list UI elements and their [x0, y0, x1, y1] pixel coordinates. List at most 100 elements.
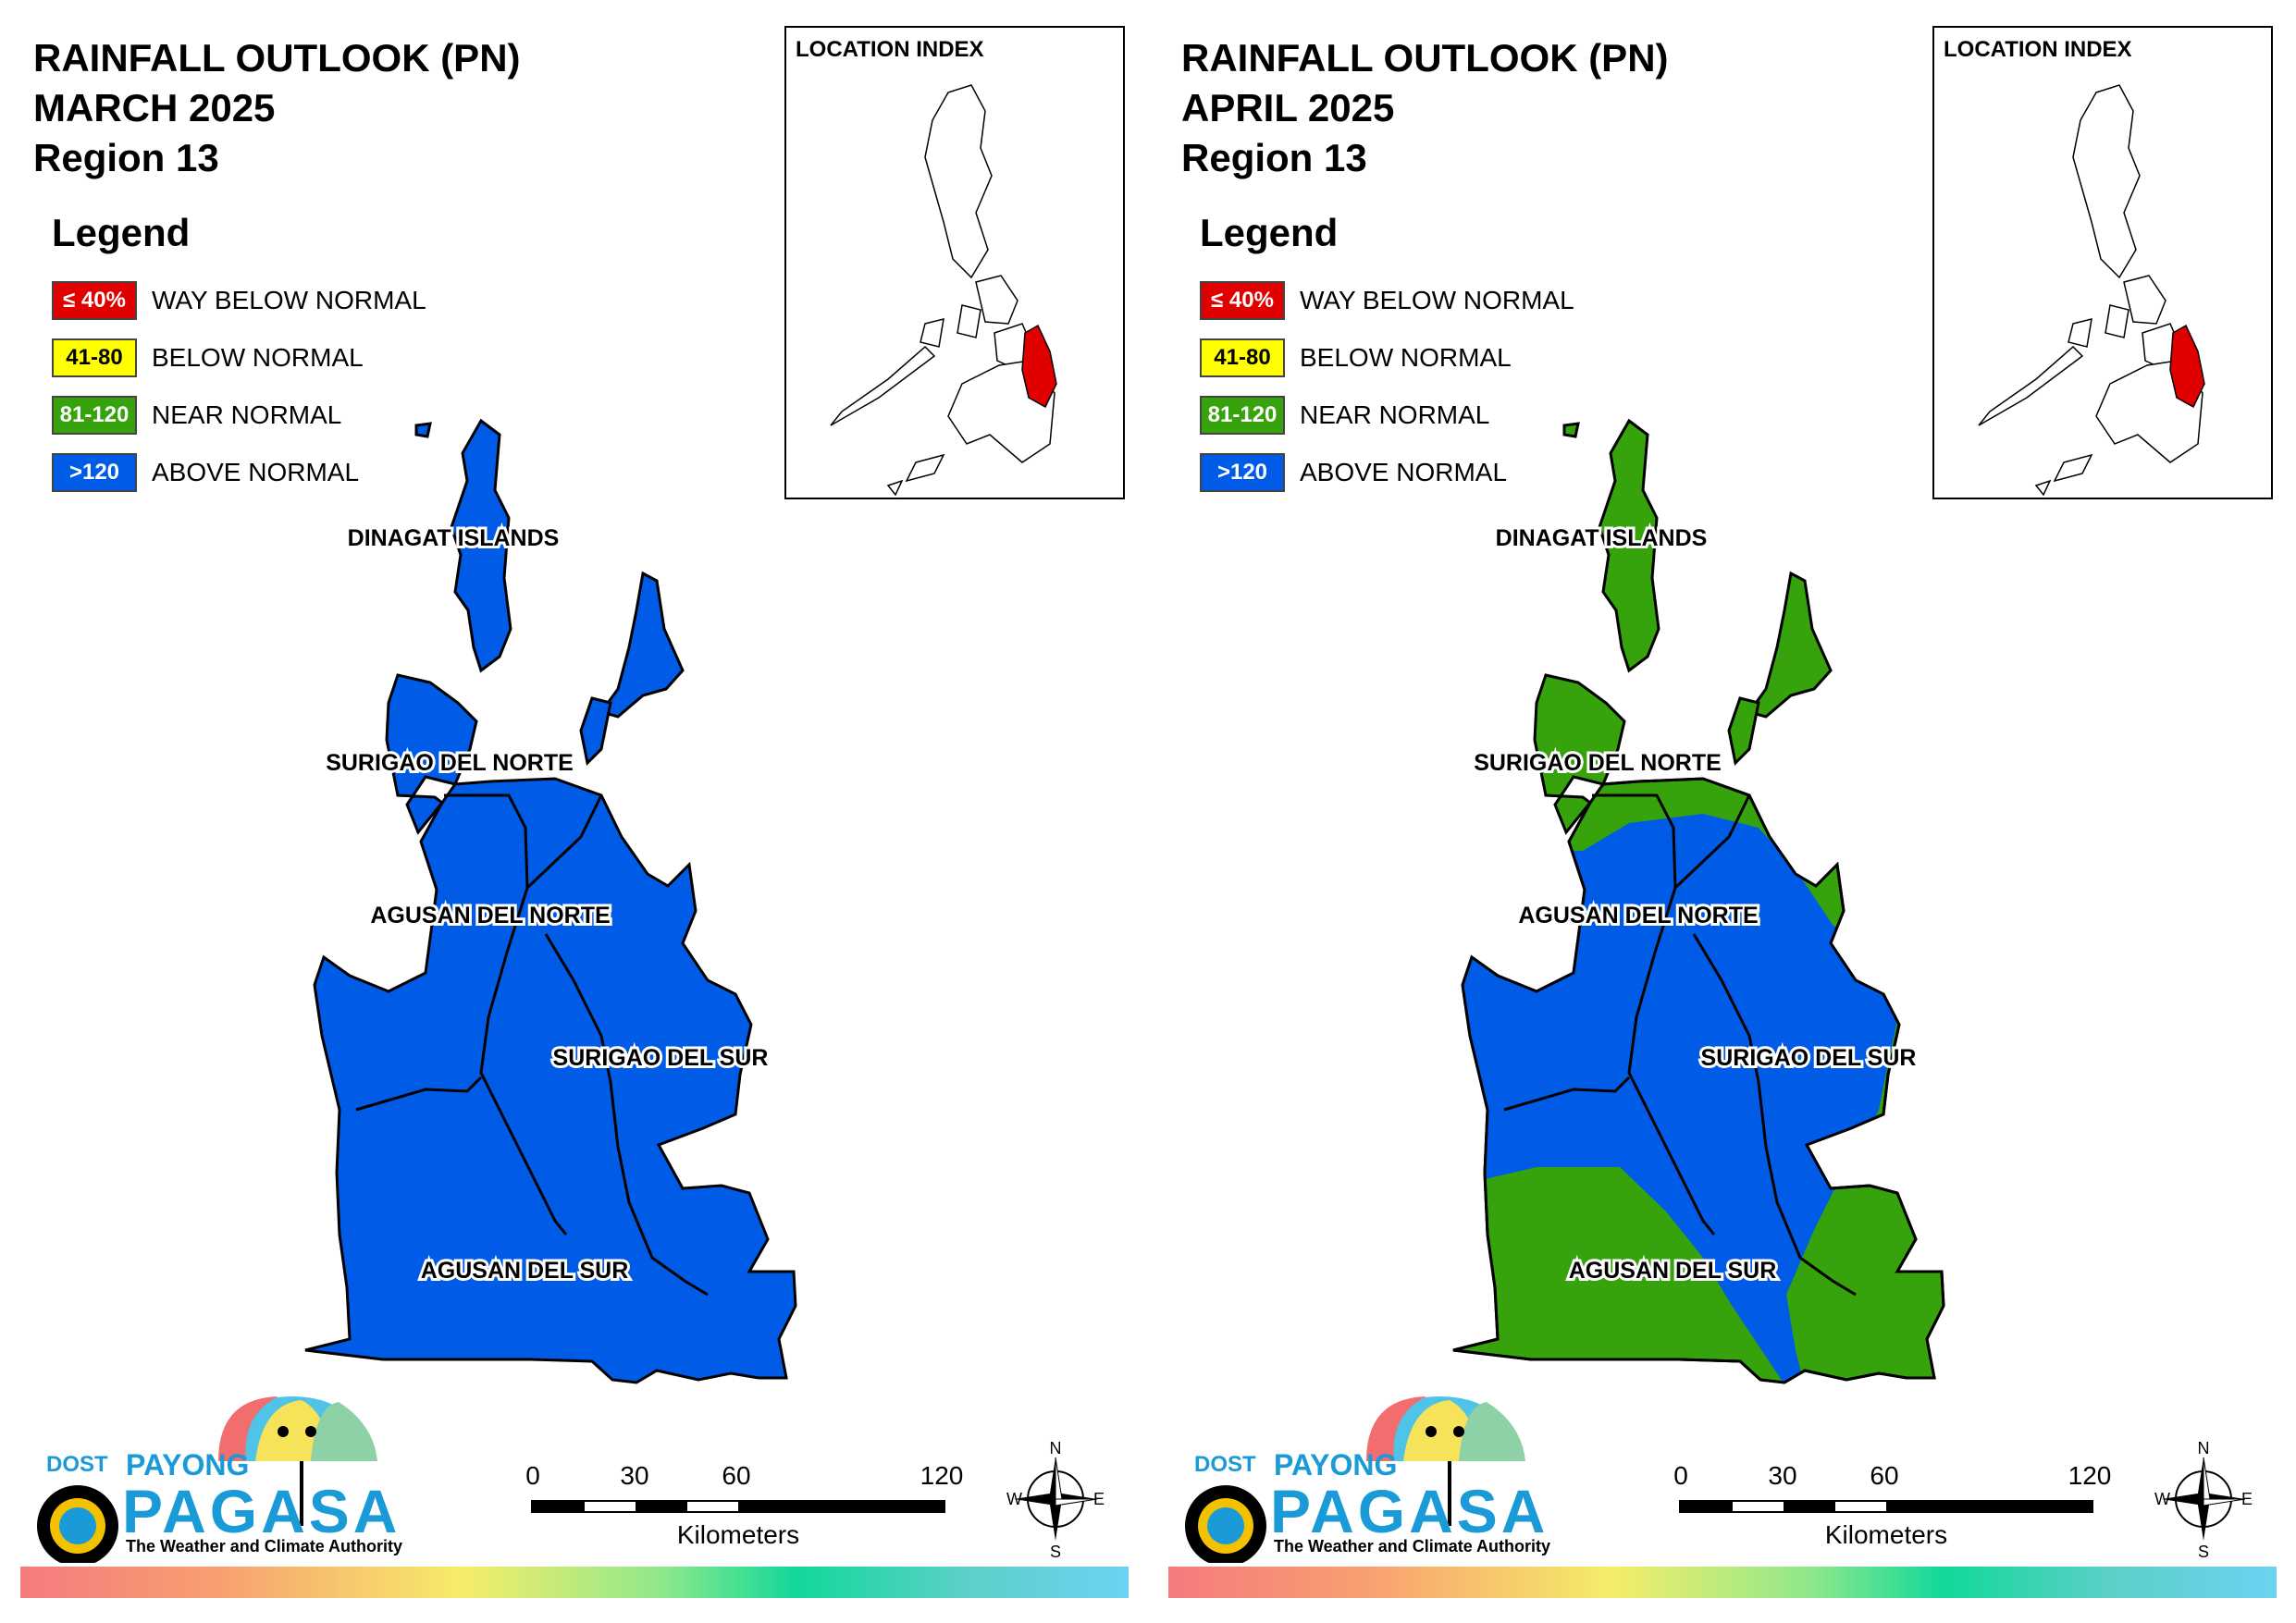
- scale-tick: 30: [1768, 1461, 1797, 1490]
- label-surigao-del-sur: SURIGAO DEL SUR: [553, 1045, 769, 1071]
- title-line-2: APRIL 2025: [1181, 86, 1395, 129]
- legend-swatch: >120: [1200, 453, 1285, 492]
- scale-tick: 120: [920, 1461, 964, 1490]
- compass-s: S: [1050, 1543, 1061, 1559]
- panel-march: RAINFALL OUTLOOK (PN) MARCH 2025 Region …: [20, 26, 1129, 1598]
- legend-label: ABOVE NORMAL: [1300, 458, 1508, 486]
- legend-label: WAY BELOW NORMAL: [1300, 286, 1574, 314]
- scale-tick: 120: [2068, 1461, 2112, 1490]
- province-boundary: [444, 793, 529, 889]
- umbrella-icon: [37, 1396, 377, 1563]
- dinagat-islands-shape: [1598, 418, 1660, 673]
- location-index-title: LOCATION INDEX: [796, 37, 984, 62]
- color-strip: [20, 1567, 1129, 1598]
- legend-item-above: >120 ABOVE NORMAL: [1200, 444, 1574, 501]
- bucas-grande-shape: [1727, 696, 1760, 767]
- province-boundary: [1503, 1076, 1631, 1112]
- label-surigao-del-sur: SURIGAO DEL SUR: [1701, 1045, 1917, 1071]
- title-line-3: Region 13: [33, 136, 219, 179]
- scale-bar-graphic: [1679, 1500, 2093, 1513]
- legend-swatch: 81-120: [52, 396, 137, 435]
- surigao-norte-mainland-shape: [385, 673, 478, 835]
- province-labels: DINAGAT ISLANDS SURIGAO DEL NORTE AGUSAN…: [1471, 523, 1919, 1286]
- label-agusan-del-sur: AGUSAN DEL SUR: [1569, 1258, 1777, 1284]
- label-surigao-del-norte: SURIGAO DEL NORTE: [326, 750, 574, 776]
- label-surigao-del-norte: SURIGAO DEL NORTE: [1474, 750, 1722, 776]
- compass-e: E: [1093, 1490, 1105, 1508]
- compass-rose-icon: N S E W: [1005, 1439, 1106, 1561]
- province-boundary: [1673, 794, 1751, 890]
- dinagat-small-island: [414, 422, 432, 438]
- logo-dost: DOST: [46, 1452, 108, 1477]
- province-boundary: [355, 1076, 483, 1112]
- label-dinagat-islands: DINAGAT ISLANDS: [348, 525, 560, 551]
- legend: Legend ≤ 40% WAY BELOW NORMAL 41-80 BELO…: [52, 211, 426, 501]
- philippines-outline-icon: [1978, 84, 2205, 497]
- legend-swatch: 41-80: [1200, 338, 1285, 377]
- logo-pagasa: PAGASA: [122, 1477, 401, 1545]
- province-boundary: [544, 933, 709, 1297]
- label-agusan-del-norte: AGUSAN DEL NORTE: [1518, 903, 1758, 928]
- legend-label: NEAR NORMAL: [1300, 400, 1490, 429]
- scale-bar: 0 30 60 120 Kilometers: [524, 1461, 968, 1549]
- logo-tagline: The Weather and Climate Authority: [126, 1537, 403, 1555]
- legend-swatch: >120: [52, 453, 137, 492]
- scale-tick: 0: [1673, 1461, 1688, 1490]
- compass-s: S: [2198, 1543, 2209, 1559]
- title-line-2: MARCH 2025: [33, 86, 276, 129]
- compass-n: N: [1050, 1439, 1062, 1457]
- compass-e: E: [2241, 1490, 2253, 1508]
- legend-item-below: 41-80 BELOW NORMAL: [1200, 329, 1574, 387]
- umbrella-icon: [1185, 1396, 1525, 1563]
- legend-item-way-below: ≤ 40% WAY BELOW NORMAL: [1200, 272, 1574, 329]
- region-13-map: DINAGAT ISLANDS SURIGAO DEL NORTE AGUSAN…: [1452, 418, 1945, 1384]
- legend-item-near: 81-120 NEAR NORMAL: [1200, 387, 1574, 444]
- legend: Legend ≤ 40% WAY BELOW NORMAL 41-80 BELO…: [1200, 211, 1574, 501]
- scale-tick: 0: [525, 1461, 540, 1490]
- siargao-island-shape: [1747, 571, 1833, 719]
- legend-title: Legend: [52, 211, 191, 254]
- logo-tagline: The Weather and Climate Authority: [1274, 1537, 1551, 1555]
- scale-bar: 0 30 60 120 Kilometers: [1672, 1461, 2116, 1549]
- location-index: LOCATION INDEX: [784, 26, 1125, 499]
- legend-item-way-below: ≤ 40% WAY BELOW NORMAL: [52, 272, 426, 329]
- province-boundary: [525, 794, 603, 890]
- legend-item-above: >120 ABOVE NORMAL: [52, 444, 426, 501]
- legend-swatch: 81-120: [1200, 396, 1285, 435]
- map-title: RAINFALL OUTLOOK (PN) MARCH 2025 Region …: [33, 33, 521, 183]
- legend-label: BELOW NORMAL: [152, 343, 364, 372]
- logo-dost: DOST: [1194, 1452, 1256, 1477]
- region-13-map: DINAGAT ISLANDS SURIGAO DEL NORTE AGUSAN…: [304, 418, 797, 1384]
- logo-payong: PAYONG: [126, 1448, 250, 1482]
- compass-w: W: [1006, 1490, 1022, 1508]
- title-line-3: Region 13: [1181, 136, 1367, 179]
- legend-label: WAY BELOW NORMAL: [152, 286, 426, 314]
- scale-unit: Kilometers: [676, 1520, 800, 1549]
- legend-swatch: ≤ 40%: [52, 281, 137, 320]
- dinagat-islands-shape: [450, 418, 512, 673]
- legend-item-near: 81-120 NEAR NORMAL: [52, 387, 426, 444]
- label-agusan-del-sur: AGUSAN DEL SUR: [421, 1258, 629, 1284]
- payong-pagasa-logo: DOST PAYONG PAGASA The Weather and Clima…: [33, 1387, 402, 1563]
- compass-rose-icon: N S E W: [2153, 1439, 2254, 1561]
- province-boundary: [1692, 933, 1857, 1297]
- siargao-island-shape: [599, 571, 685, 719]
- scale-tick: 60: [1870, 1461, 1899, 1490]
- location-index: LOCATION INDEX: [1932, 26, 2273, 499]
- logo-payong: PAYONG: [1274, 1448, 1398, 1482]
- label-dinagat-islands: DINAGAT ISLANDS: [1496, 525, 1708, 551]
- legend-swatch: ≤ 40%: [1200, 281, 1285, 320]
- province-boundary: [479, 887, 568, 1236]
- legend-title: Legend: [1200, 211, 1339, 254]
- scale-bar-graphic: [531, 1500, 945, 1513]
- compass-n: N: [2198, 1439, 2210, 1457]
- title-line-1: RAINFALL OUTLOOK (PN): [1181, 36, 1669, 80]
- legend-label: ABOVE NORMAL: [152, 458, 360, 486]
- payong-pagasa-logo: DOST PAYONG PAGASA The Weather and Clima…: [1181, 1387, 1550, 1563]
- legend-label: NEAR NORMAL: [152, 400, 342, 429]
- legend-item-below: 41-80 BELOW NORMAL: [52, 329, 426, 387]
- province-boundary: [1627, 887, 1716, 1236]
- map-title: RAINFALL OUTLOOK (PN) APRIL 2025 Region …: [1181, 33, 1669, 183]
- province-labels: DINAGAT ISLANDS SURIGAO DEL NORTE AGUSAN…: [323, 523, 771, 1286]
- province-boundary: [1592, 793, 1677, 889]
